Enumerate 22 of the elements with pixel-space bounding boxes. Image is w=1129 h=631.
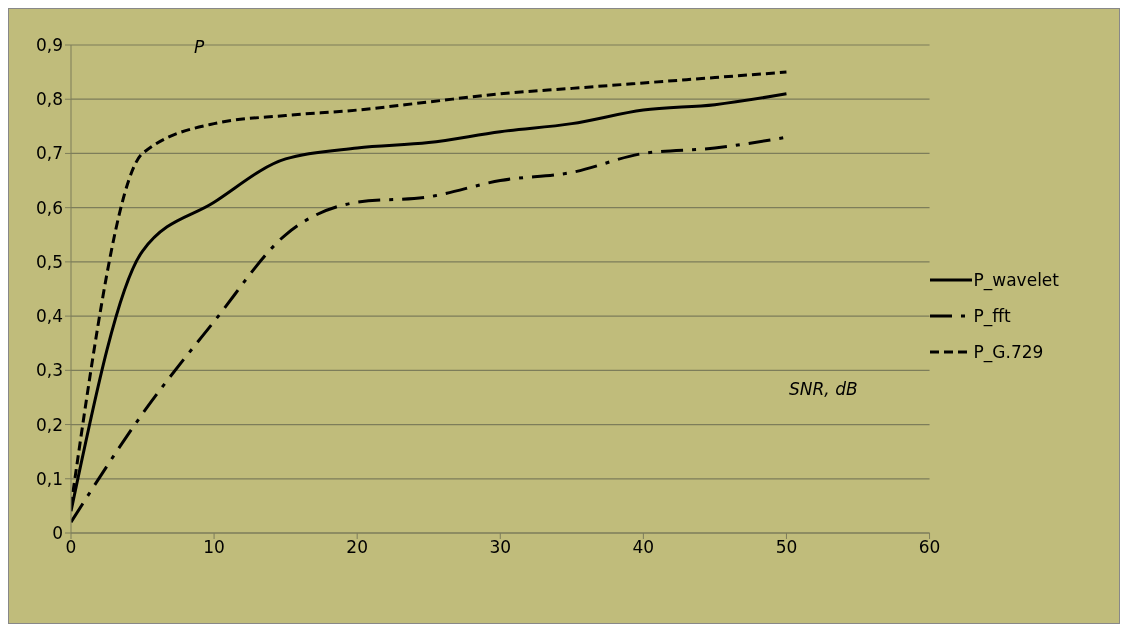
x-tick-label: 30 (489, 537, 512, 558)
legend-label: P_G.729 (973, 342, 1044, 362)
y-tick-label: 0,5 (35, 251, 63, 272)
y-tick-label: 0,8 (35, 89, 63, 110)
legend-label: P_fft (973, 306, 1011, 326)
y-tick-label: 0,9 (35, 35, 63, 56)
x-tick-label: 20 (346, 537, 368, 558)
y-tick-label: 0,4 (35, 306, 63, 327)
x-tick-label: 0 (65, 537, 77, 558)
y-tick-label: 0,6 (35, 197, 63, 218)
x-tick-label: 50 (775, 537, 798, 558)
x-tick-label: 10 (203, 537, 225, 558)
y-tick-label: 0,7 (35, 143, 63, 164)
y-axis-title: P (194, 37, 205, 57)
legend-label: P_wavelet (973, 270, 1059, 290)
x-axis-title: SNR, dB (789, 379, 858, 399)
y-tick-label: 0 (52, 523, 63, 544)
y-tick-label: 0,2 (35, 414, 63, 435)
x-tick-label: 60 (918, 537, 941, 558)
x-tick-label: 40 (632, 537, 655, 558)
y-tick-label: 0,1 (35, 468, 63, 489)
y-tick-label: 0,3 (35, 360, 63, 381)
